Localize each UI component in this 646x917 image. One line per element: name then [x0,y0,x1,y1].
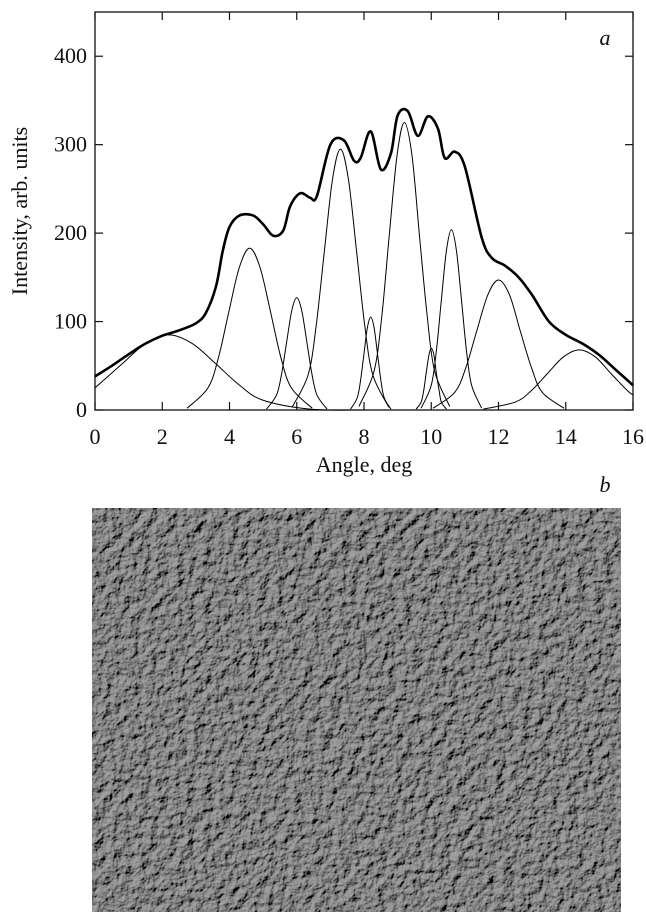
data-line [415,347,447,410]
x-tick-label: 16 [622,424,644,449]
x-tick-label: 6 [291,424,302,449]
data-line [432,279,565,409]
micrograph [92,508,621,912]
x-tick-label: 8 [359,424,370,449]
panel-label: a [600,25,611,50]
data-line [266,297,328,410]
data-line [420,229,483,409]
panel-label: b [600,472,611,497]
data-line [94,334,365,411]
x-tick-label: 14 [555,424,577,449]
data-line [350,316,392,410]
x-tick-label: 10 [420,424,442,449]
data-line [186,247,313,409]
y-tick-label: 300 [54,132,87,157]
x-tick-label: 0 [90,424,101,449]
y-tick-label: 200 [54,220,87,245]
y-axis-label: Intensity, arb. units [7,127,32,295]
x-axis-label: Angle, deg [316,452,413,477]
x-tick-label: 2 [157,424,168,449]
data-line [483,349,634,410]
y-tick-label: 100 [54,309,87,334]
x-tick-label: 4 [224,424,235,449]
data-line [94,107,634,387]
y-tick-label: 400 [54,43,87,68]
data-line [358,122,451,407]
x-tick-label: 12 [488,424,510,449]
y-tick-label: 0 [76,397,87,422]
